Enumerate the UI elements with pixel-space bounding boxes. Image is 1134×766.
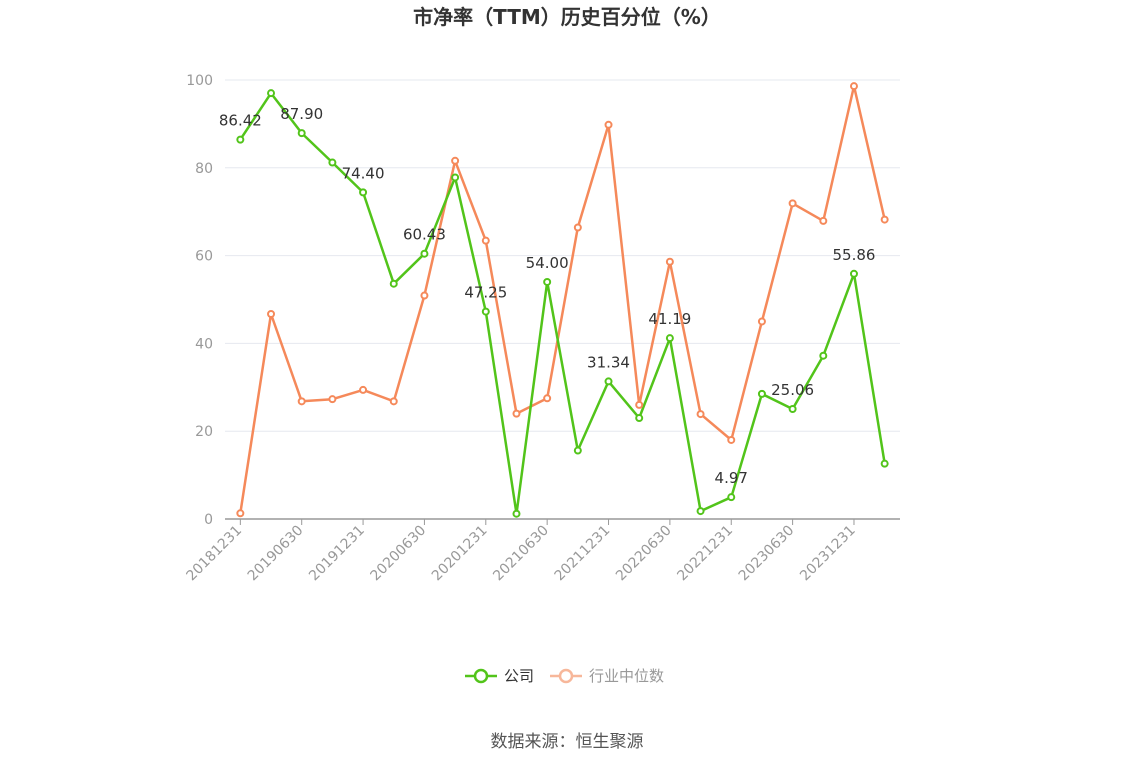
- data-point: [880, 459, 889, 468]
- data-point: [819, 216, 828, 225]
- data-point: [543, 394, 552, 403]
- data-label: 86.42: [219, 112, 262, 130]
- y-tick-label: 20: [195, 424, 213, 440]
- data-point: [788, 404, 797, 413]
- series-line: [239, 91, 886, 515]
- data-label: 31.34: [587, 353, 630, 371]
- data-point: [696, 410, 705, 419]
- data-point: [757, 389, 766, 398]
- legend-item: 行业中位数: [550, 667, 664, 685]
- data-label: 87.90: [280, 105, 323, 123]
- data-label: 60.43: [403, 226, 446, 244]
- y-tick-label: 100: [186, 73, 213, 89]
- data-point: [451, 173, 460, 182]
- x-tick-label: 20211231: [552, 523, 614, 585]
- legend-marker: [473, 668, 489, 684]
- data-point: [389, 397, 398, 406]
- data-point: [727, 435, 736, 444]
- data-point: [236, 509, 245, 518]
- legend-marker: [558, 668, 574, 684]
- series-points: [236, 82, 889, 518]
- data-label: 4.97: [715, 469, 748, 487]
- y-tick-label: 40: [195, 336, 213, 352]
- x-tick-label: 20221231: [674, 523, 736, 585]
- data-point: [512, 409, 521, 418]
- data-point: [267, 309, 276, 318]
- series-lines: [239, 84, 886, 515]
- data-point: [880, 215, 889, 224]
- data-point: [236, 135, 245, 144]
- data-point: [665, 334, 674, 343]
- series-line: [239, 84, 886, 514]
- x-axis: 20181231 20190630 20191231 20200630 20201231…: [183, 518, 900, 585]
- data-point: [635, 414, 644, 423]
- data-label: 47.25: [464, 284, 507, 302]
- data-point: [788, 199, 797, 208]
- data-label: 54.00: [526, 254, 569, 272]
- data-point: [635, 400, 644, 409]
- legend: 公司 行业中位数: [465, 667, 664, 685]
- data-point: [420, 291, 429, 300]
- data-label: 55.86: [833, 246, 876, 264]
- data-point: [757, 317, 766, 326]
- data-point: [512, 509, 521, 518]
- data-point: [267, 89, 276, 98]
- y-tick-label: 60: [195, 249, 213, 265]
- data-point: [297, 397, 306, 406]
- data-point: [819, 351, 828, 360]
- data-point: [727, 493, 736, 502]
- data-point: [481, 307, 490, 316]
- data-point: [696, 507, 705, 516]
- data-point: [359, 385, 368, 394]
- data-point: [359, 188, 368, 197]
- x-tick-label: 20201231: [429, 523, 491, 585]
- data-point: [573, 446, 582, 455]
- data-point: [604, 120, 613, 129]
- data-point: [573, 223, 582, 232]
- data-point: [297, 129, 306, 138]
- x-tick-label: 20200630: [368, 523, 430, 585]
- legend-label: 公司: [504, 667, 534, 685]
- y-tick-label: 80: [195, 161, 213, 177]
- y-axis: 0 20 40 60 80 100: [186, 73, 213, 528]
- x-tick-label: 20190630: [245, 523, 307, 585]
- data-point: [849, 82, 858, 91]
- data-label: 25.06: [771, 381, 814, 399]
- legend-item: 公司: [465, 667, 534, 685]
- x-tick-label: 20210630: [490, 523, 552, 585]
- data-point: [543, 277, 552, 286]
- source-text: 数据来源：恒生聚源: [491, 732, 644, 752]
- x-tick-label: 20230630: [736, 523, 798, 585]
- data-label: 74.40: [342, 164, 385, 182]
- data-point: [849, 269, 858, 278]
- data-label: 41.19: [648, 310, 691, 328]
- data-point: [481, 236, 490, 245]
- x-tick-label: 20231231: [797, 523, 859, 585]
- x-tick-label: 20191231: [306, 523, 368, 585]
- data-point: [665, 257, 674, 266]
- data-point: [604, 377, 613, 386]
- data-point: [420, 249, 429, 258]
- data-labels: 86.42 87.90 74.40 60.43 47.25 54.00 31.34 41.19…: [219, 105, 876, 487]
- data-point: [389, 279, 398, 288]
- data-point: [451, 156, 460, 165]
- x-tick-label: 20181231: [183, 523, 245, 585]
- legend-label: 行业中位数: [589, 667, 664, 685]
- y-tick-label: 0: [204, 512, 213, 528]
- data-point: [328, 158, 337, 167]
- chart-title: 市净率（TTM）历史百分位（%）: [413, 5, 721, 29]
- data-point: [328, 395, 337, 404]
- x-tick-label: 20220630: [613, 523, 675, 585]
